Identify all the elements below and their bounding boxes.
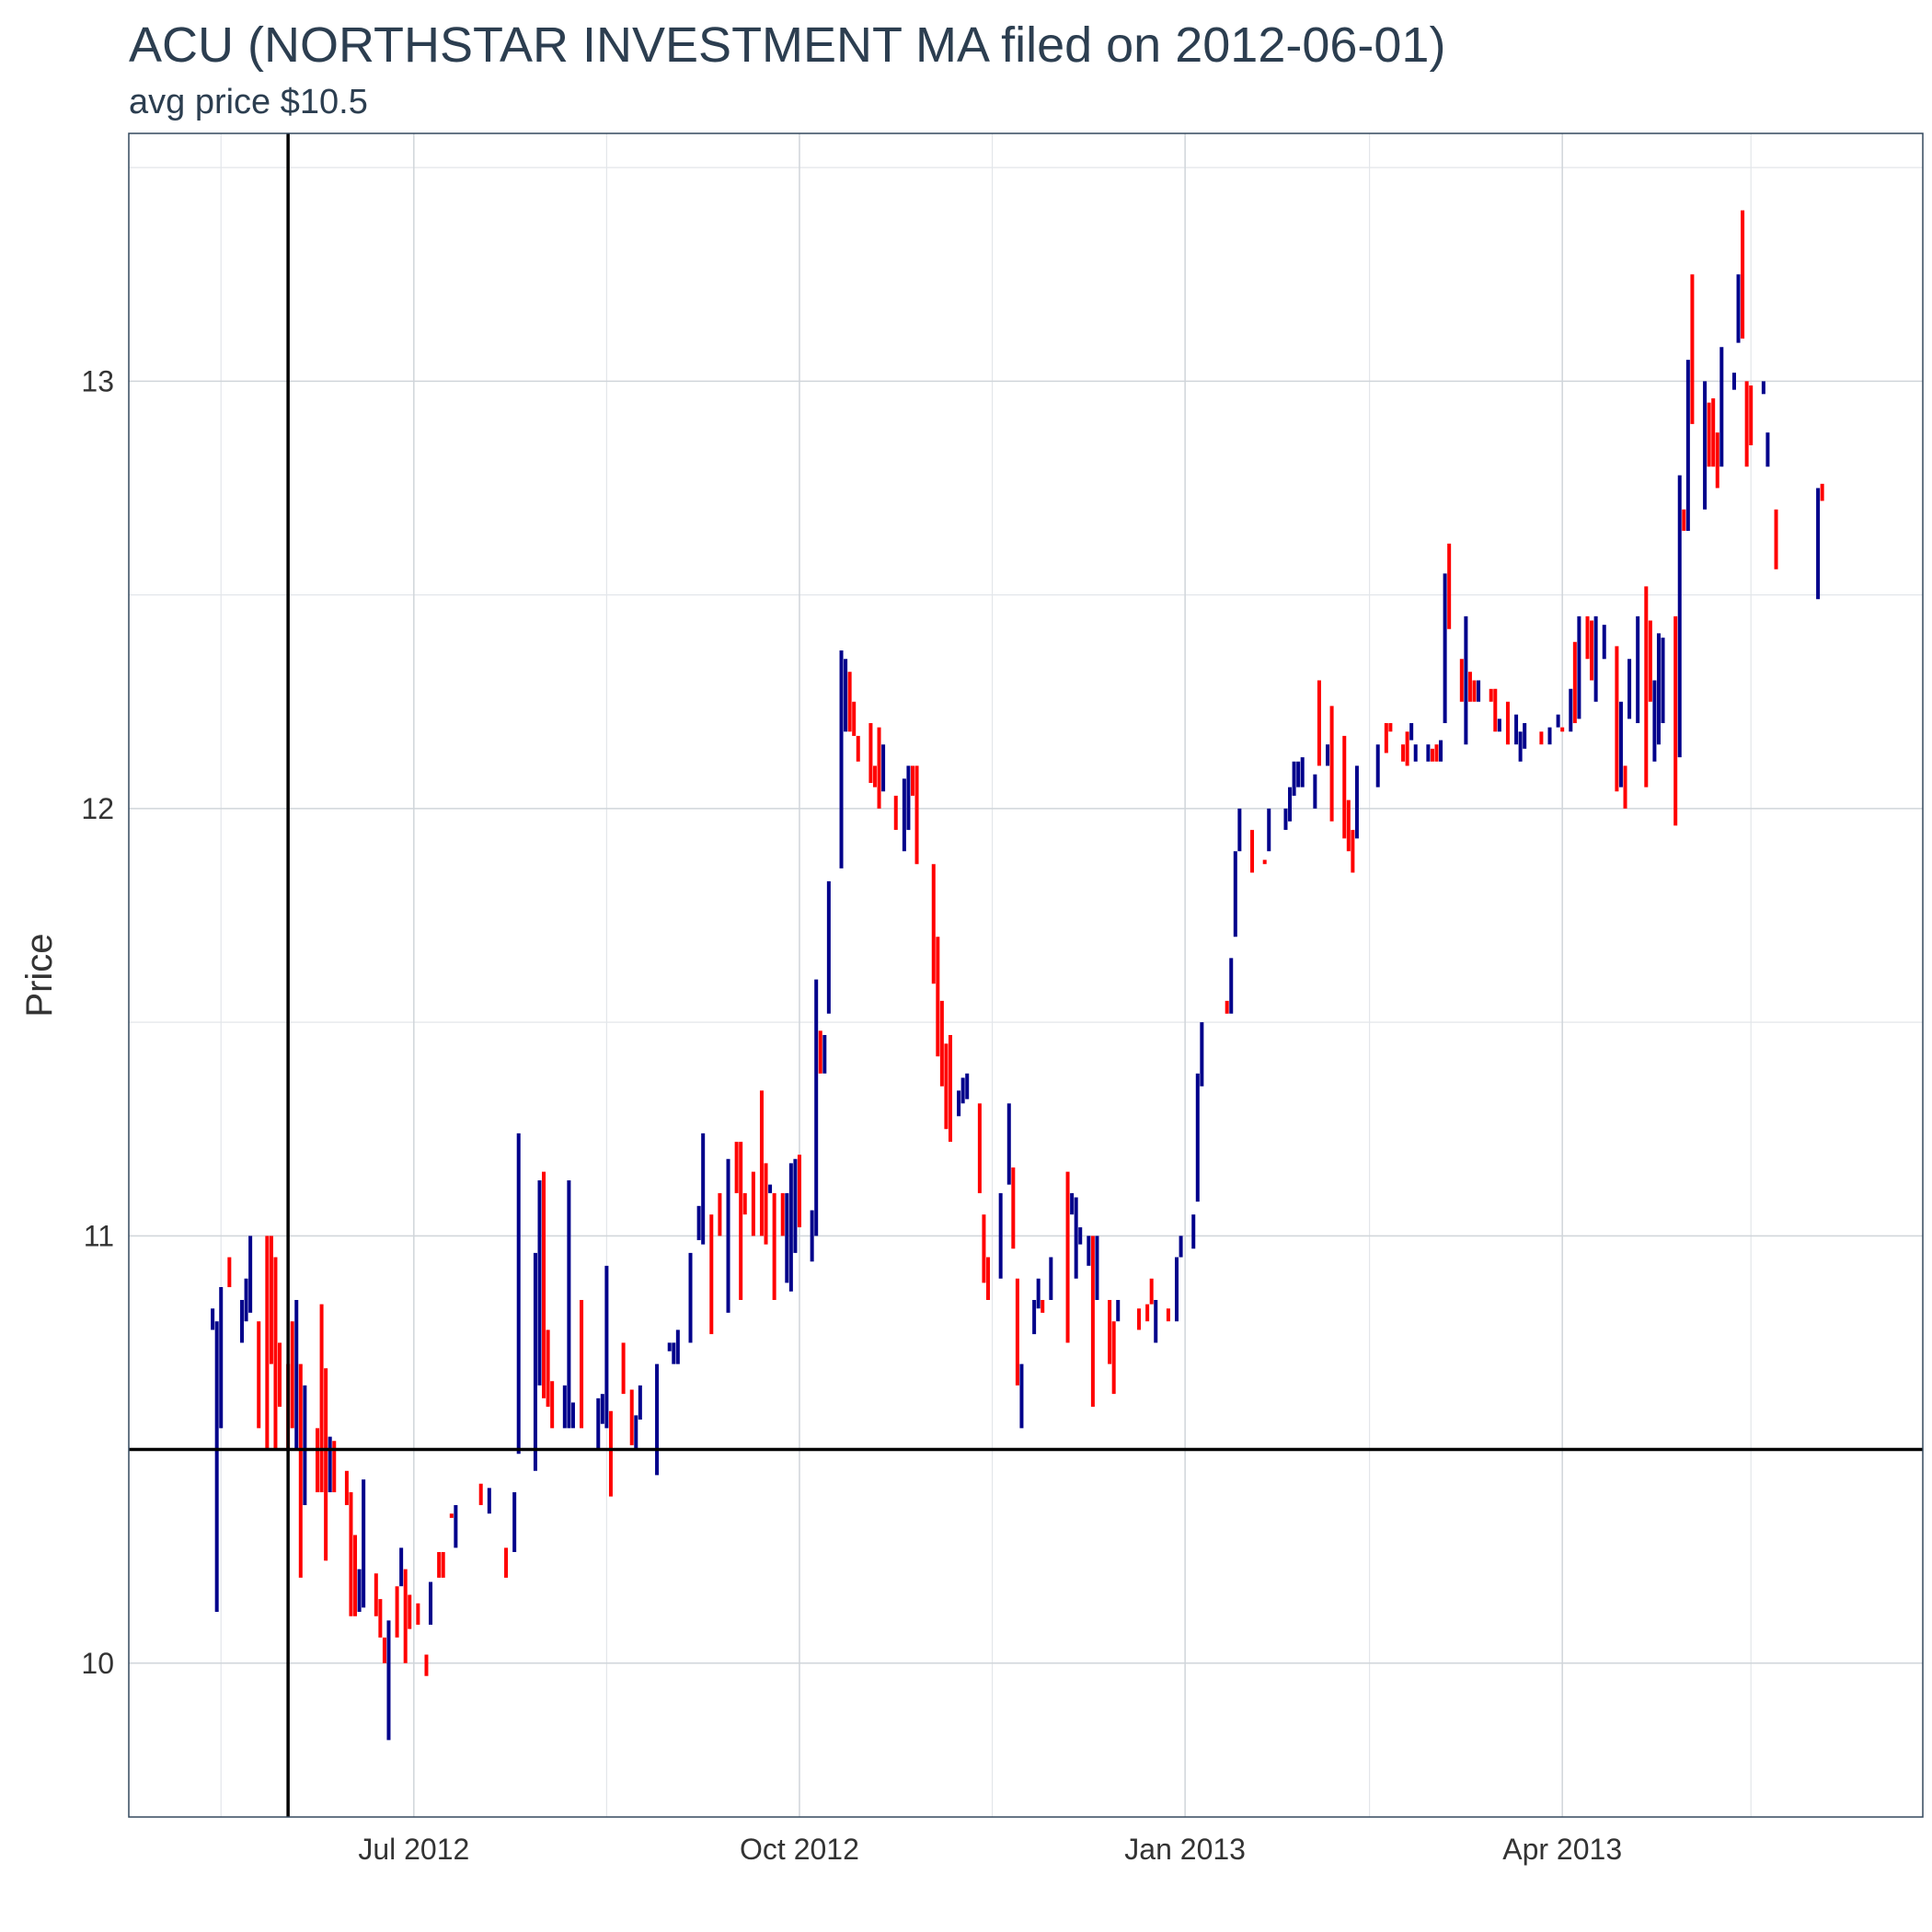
chart-subtitle: avg price $10.5 [129,83,368,121]
x-tick-label: Jan 2013 [1124,1833,1246,1866]
x-tick-label: Jul 2012 [358,1833,469,1866]
y-axis-ticks: 10 11 12 13 [81,364,114,1679]
price-bars [211,210,1824,1741]
y-tick-label: 12 [81,792,114,825]
y-tick-label: 10 [81,1647,114,1680]
grid [129,133,1923,1817]
x-axis-ticks: Jul 2012 Oct 2012 Jan 2013 Apr 2013 [358,1833,1622,1866]
reference-lines [129,133,1923,1817]
y-tick-label: 11 [84,1219,114,1252]
plot-border [128,132,1924,1818]
x-tick-label: Apr 2013 [1502,1833,1622,1866]
chart-title: ACU (NORTHSTAR INVESTMENT MA filed on 20… [129,17,1446,73]
y-axis-title: Price [19,933,60,1017]
y-tick-label: 13 [81,364,114,397]
x-tick-label: Oct 2012 [740,1833,859,1866]
